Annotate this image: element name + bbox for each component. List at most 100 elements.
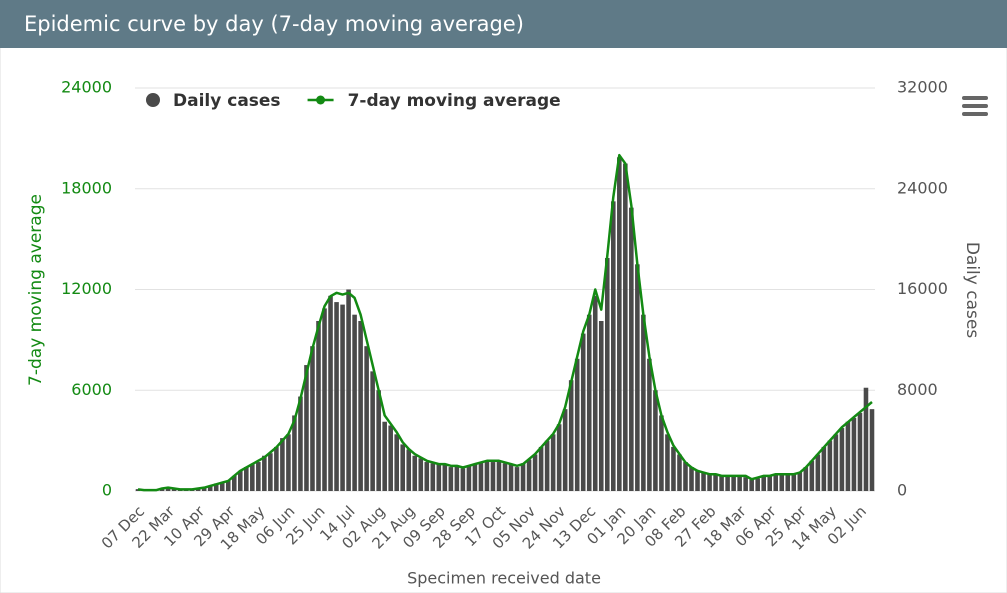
bar — [430, 463, 436, 491]
bar — [268, 453, 273, 491]
bar — [586, 314, 592, 491]
bar — [514, 467, 520, 491]
bar — [737, 475, 742, 491]
bar — [310, 346, 315, 491]
bar — [701, 472, 706, 491]
y-tick-label: 18000 — [61, 178, 112, 197]
menu-bar[interactable] — [962, 96, 988, 100]
legend-marker — [146, 93, 160, 107]
menu-bar[interactable] — [962, 104, 988, 108]
bar — [665, 434, 670, 491]
bar — [376, 390, 381, 491]
bar — [791, 473, 797, 491]
bar — [231, 475, 237, 491]
bar — [683, 462, 688, 491]
bar — [803, 467, 809, 491]
bar — [755, 478, 760, 491]
bar — [219, 482, 225, 491]
bar — [298, 396, 303, 491]
bar — [851, 417, 857, 491]
bar — [478, 462, 484, 491]
bar — [274, 446, 279, 491]
bar — [484, 460, 490, 491]
bar — [165, 487, 171, 491]
bar — [869, 409, 875, 491]
bar — [406, 449, 412, 491]
bar — [436, 464, 442, 491]
bar — [520, 463, 526, 491]
legend-label: 7-day moving average — [348, 91, 561, 111]
bar — [340, 304, 345, 491]
bar — [647, 358, 652, 491]
header — [0, 0, 1007, 48]
bar — [677, 454, 682, 491]
bar — [785, 474, 791, 491]
bar — [394, 434, 399, 491]
bar — [442, 464, 448, 491]
bar — [797, 472, 803, 491]
bar — [448, 467, 454, 491]
bar — [262, 455, 267, 491]
bar — [358, 320, 363, 491]
bar — [562, 409, 568, 491]
bar — [316, 320, 321, 491]
bar — [635, 264, 640, 491]
bar — [201, 487, 207, 491]
bar — [725, 475, 730, 491]
bar — [418, 458, 424, 491]
bar — [773, 474, 779, 491]
bar — [256, 462, 261, 491]
y-axis-title: 7-day moving average — [26, 194, 46, 386]
bar — [689, 467, 694, 491]
bar — [237, 470, 243, 491]
bar — [496, 460, 502, 491]
line — [137, 153, 873, 492]
bar — [749, 479, 754, 491]
bar — [466, 465, 472, 491]
bar — [370, 371, 375, 491]
bar — [809, 460, 815, 491]
bar — [629, 207, 634, 491]
bar — [713, 474, 718, 491]
bar — [611, 201, 616, 491]
bar — [280, 438, 285, 491]
bar — [719, 475, 724, 491]
y2-tick-label: 24000 — [897, 178, 948, 197]
bar — [857, 412, 863, 491]
bar — [352, 314, 357, 491]
bar — [779, 474, 785, 491]
bar — [833, 434, 839, 491]
bar — [508, 464, 514, 491]
bar — [863, 387, 869, 491]
menu-icon[interactable] — [962, 96, 988, 116]
y-tick-label: 12000 — [61, 279, 112, 298]
y-tick-label: 0 — [102, 481, 112, 500]
bar — [659, 415, 664, 491]
legend-label: Daily cases — [173, 91, 281, 111]
bar — [580, 333, 586, 491]
bar — [322, 308, 327, 491]
bar — [574, 358, 580, 491]
bar — [346, 289, 351, 491]
y2-tick-label: 0 — [897, 481, 907, 500]
bar — [845, 421, 851, 491]
bar — [568, 380, 574, 491]
x-axis-title: Specimen received date — [407, 569, 601, 588]
bar — [743, 477, 748, 491]
menu-bar[interactable] — [962, 112, 988, 116]
bar — [821, 446, 827, 491]
bar — [767, 475, 773, 491]
bar — [538, 446, 544, 491]
bar — [604, 258, 610, 491]
bar — [490, 462, 496, 491]
bar — [671, 446, 676, 491]
bar — [472, 464, 478, 491]
bar — [364, 346, 369, 491]
y-tick-label: 6000 — [71, 380, 112, 399]
bar — [502, 463, 508, 491]
bar — [815, 454, 821, 491]
bar — [388, 425, 393, 491]
bar — [412, 455, 418, 491]
bar — [731, 475, 736, 491]
